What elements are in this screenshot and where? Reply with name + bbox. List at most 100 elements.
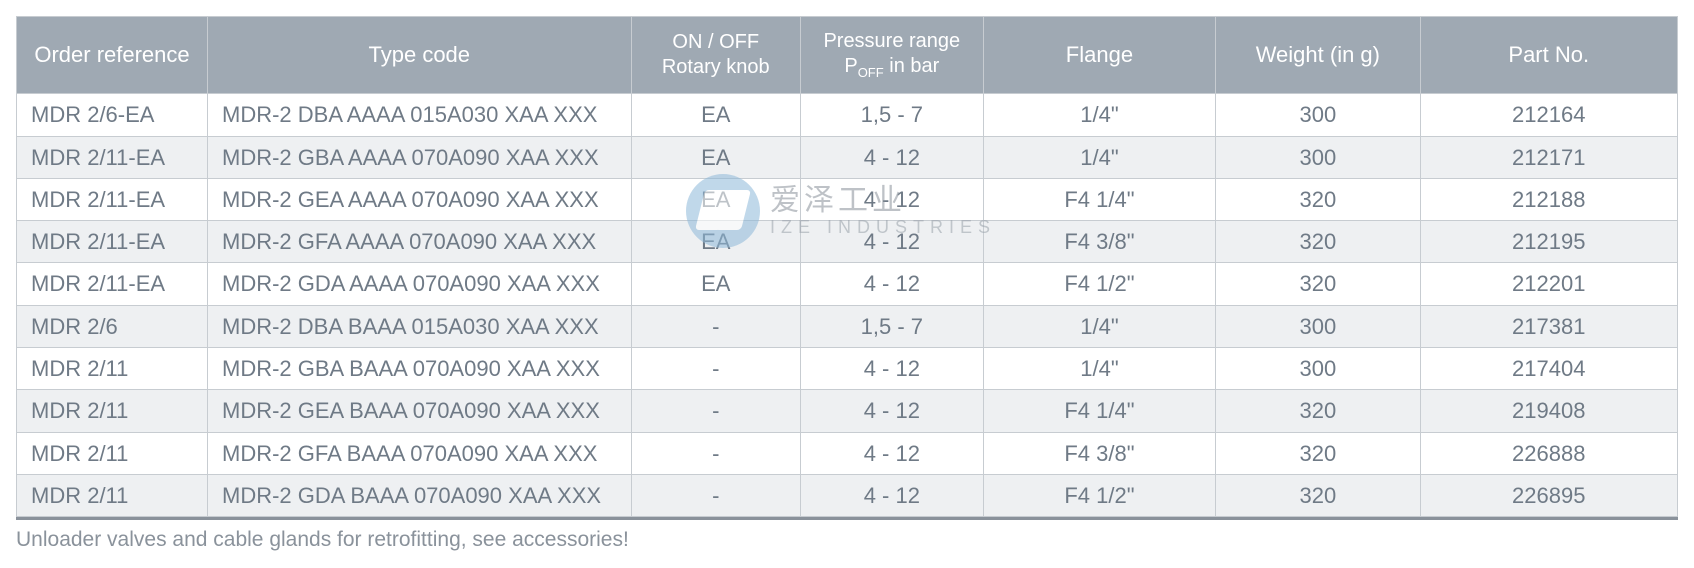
table-cell: MDR 2/11-EA — [17, 136, 208, 178]
table-cell: F4 3/8" — [983, 221, 1216, 263]
table-cell: 320 — [1216, 390, 1420, 432]
table-cell: MDR 2/6 — [17, 305, 208, 347]
footnote-text: Unloader valves and cable glands for ret… — [16, 528, 1678, 552]
table-row: MDR 2/11MDR-2 GDA BAAA 070A090 XAA XXX-4… — [17, 474, 1678, 516]
table-body: MDR 2/6-EAMDR-2 DBA AAAA 015A030 XAA XXX… — [17, 94, 1678, 517]
col-pressure-line1: Pressure range — [809, 29, 975, 54]
table-cell: 212201 — [1420, 263, 1678, 305]
table-cell: 1,5 - 7 — [800, 94, 983, 136]
table-cell: 300 — [1216, 94, 1420, 136]
table-cell: 320 — [1216, 432, 1420, 474]
col-order-reference: Order reference — [17, 17, 208, 94]
col-pressure-range: Pressure range POFF in bar — [800, 17, 983, 94]
table-cell: EA — [631, 94, 800, 136]
table-cell: 320 — [1216, 178, 1420, 220]
table-cell: - — [631, 305, 800, 347]
table-cell: 1/4" — [983, 136, 1216, 178]
table-cell: MDR 2/11 — [17, 474, 208, 516]
table-cell: F4 1/4" — [983, 390, 1216, 432]
col-pressure-sub: OFF — [858, 65, 884, 80]
table-cell: 217381 — [1420, 305, 1678, 347]
table-cell: F4 3/8" — [983, 432, 1216, 474]
table-cell: MDR 2/11-EA — [17, 221, 208, 263]
table-cell: - — [631, 474, 800, 516]
table-cell: EA — [631, 221, 800, 263]
table-cell: 4 - 12 — [800, 390, 983, 432]
table-row: MDR 2/6-EAMDR-2 DBA AAAA 015A030 XAA XXX… — [17, 94, 1678, 136]
table-cell: EA — [631, 136, 800, 178]
table-cell: MDR 2/6-EA — [17, 94, 208, 136]
table-cell: - — [631, 432, 800, 474]
table-row: MDR 2/11-EAMDR-2 GBA AAAA 070A090 XAA XX… — [17, 136, 1678, 178]
col-part-no: Part No. — [1420, 17, 1678, 94]
table-cell: MDR-2 GDA AAAA 070A090 XAA XXX — [208, 263, 632, 305]
products-table: Order reference Type code ON / OFF Rotar… — [16, 16, 1678, 517]
table-cell: 212195 — [1420, 221, 1678, 263]
table-row: MDR 2/6MDR-2 DBA BAAA 015A030 XAA XXX-1,… — [17, 305, 1678, 347]
table-wrapper: Order reference Type code ON / OFF Rotar… — [16, 16, 1678, 520]
table-cell: MDR-2 GFA AAAA 070A090 XAA XXX — [208, 221, 632, 263]
table-cell: 320 — [1216, 474, 1420, 516]
table-cell: 4 - 12 — [800, 178, 983, 220]
table-cell: MDR 2/11 — [17, 390, 208, 432]
table-cell: MDR-2 GEA AAAA 070A090 XAA XXX — [208, 178, 632, 220]
table-cell: 1,5 - 7 — [800, 305, 983, 347]
col-onoff-line2: Rotary knob — [640, 55, 792, 80]
table-cell: 226888 — [1420, 432, 1678, 474]
page-container: Order reference Type code ON / OFF Rotar… — [16, 16, 1678, 552]
table-row: MDR 2/11MDR-2 GBA BAAA 070A090 XAA XXX-4… — [17, 348, 1678, 390]
table-cell: MDR-2 GBA AAAA 070A090 XAA XXX — [208, 136, 632, 178]
table-row: MDR 2/11-EAMDR-2 GFA AAAA 070A090 XAA XX… — [17, 221, 1678, 263]
col-weight: Weight (in g) — [1216, 17, 1420, 94]
table-cell: MDR-2 GDA BAAA 070A090 XAA XXX — [208, 474, 632, 516]
table-cell: MDR 2/11 — [17, 432, 208, 474]
table-cell: 217404 — [1420, 348, 1678, 390]
table-cell: 300 — [1216, 305, 1420, 347]
table-cell: 320 — [1216, 221, 1420, 263]
table-cell: F4 1/2" — [983, 263, 1216, 305]
table-cell: 4 - 12 — [800, 432, 983, 474]
table-cell: EA — [631, 178, 800, 220]
table-cell: 212164 — [1420, 94, 1678, 136]
table-row: MDR 2/11-EAMDR-2 GEA AAAA 070A090 XAA XX… — [17, 178, 1678, 220]
table-cell: 4 - 12 — [800, 263, 983, 305]
table-cell: MDR-2 DBA BAAA 015A030 XAA XXX — [208, 305, 632, 347]
col-flange: Flange — [983, 17, 1216, 94]
table-cell: 320 — [1216, 263, 1420, 305]
table-cell: 4 - 12 — [800, 136, 983, 178]
table-cell: 4 - 12 — [800, 348, 983, 390]
col-pressure-p: P — [844, 55, 857, 77]
table-cell: 1/4" — [983, 94, 1216, 136]
table-cell: MDR-2 GBA BAAA 070A090 XAA XXX — [208, 348, 632, 390]
col-pressure-line2: POFF in bar — [809, 54, 975, 81]
table-row: MDR 2/11MDR-2 GEA BAAA 070A090 XAA XXX-4… — [17, 390, 1678, 432]
table-cell: EA — [631, 263, 800, 305]
table-row: MDR 2/11-EAMDR-2 GDA AAAA 070A090 XAA XX… — [17, 263, 1678, 305]
table-cell: F4 1/4" — [983, 178, 1216, 220]
table-cell: - — [631, 390, 800, 432]
table-cell: F4 1/2" — [983, 474, 1216, 516]
col-pressure-post: in bar — [884, 55, 940, 77]
table-header-row: Order reference Type code ON / OFF Rotar… — [17, 17, 1678, 94]
table-bottom-rule — [16, 517, 1678, 520]
table-cell: MDR 2/11 — [17, 348, 208, 390]
table-cell: 300 — [1216, 348, 1420, 390]
table-cell: 219408 — [1420, 390, 1678, 432]
table-cell: - — [631, 348, 800, 390]
table-cell: 212171 — [1420, 136, 1678, 178]
col-onoff-line1: ON / OFF — [640, 30, 792, 55]
table-row: MDR 2/11MDR-2 GFA BAAA 070A090 XAA XXX-4… — [17, 432, 1678, 474]
table-cell: 1/4" — [983, 348, 1216, 390]
table-cell: MDR-2 DBA AAAA 015A030 XAA XXX — [208, 94, 632, 136]
table-cell: MDR-2 GFA BAAA 070A090 XAA XXX — [208, 432, 632, 474]
table-cell: 4 - 12 — [800, 474, 983, 516]
table-cell: MDR 2/11-EA — [17, 263, 208, 305]
col-type-code: Type code — [208, 17, 632, 94]
table-header: Order reference Type code ON / OFF Rotar… — [17, 17, 1678, 94]
table-cell: 4 - 12 — [800, 221, 983, 263]
col-onoff-rotary-knob: ON / OFF Rotary knob — [631, 17, 800, 94]
table-cell: 1/4" — [983, 305, 1216, 347]
table-cell: 300 — [1216, 136, 1420, 178]
table-cell: MDR-2 GEA BAAA 070A090 XAA XXX — [208, 390, 632, 432]
table-cell: MDR 2/11-EA — [17, 178, 208, 220]
